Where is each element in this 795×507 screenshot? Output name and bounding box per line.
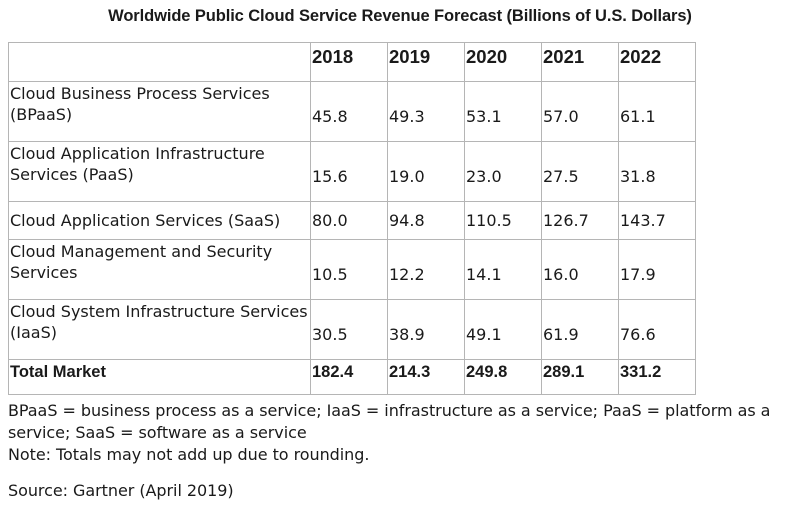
table-cell: 17.9 [618, 239, 696, 300]
table-cell: 143.7 [618, 201, 696, 240]
total-cell: 249.8 [464, 359, 542, 395]
header-cell-2021: 2021 [541, 42, 619, 82]
header-cell-label [8, 42, 311, 82]
table-row: Cloud Application Infrastructure Service… [8, 141, 696, 202]
total-cell: 331.2 [618, 359, 696, 395]
table-cell: 30.5 [310, 299, 388, 360]
table-cell: 27.5 [541, 141, 619, 202]
table-cell: 49.3 [387, 81, 465, 142]
table-row: Cloud Business Process Services (BPaaS) … [8, 81, 696, 142]
row-label-saas: Cloud Application Services (SaaS) [8, 201, 311, 240]
table-row: Cloud Management and Security Services 1… [8, 239, 696, 300]
total-cell: 289.1 [541, 359, 619, 395]
table-cell: 110.5 [464, 201, 542, 240]
table-cell: 80.0 [310, 201, 388, 240]
table-cell: 45.8 [310, 81, 388, 142]
header-row: 2018 2019 2020 2021 2022 [8, 42, 696, 82]
table-row: Cloud System Infrastructure Services (Ia… [8, 299, 696, 360]
table-cell: 14.1 [464, 239, 542, 300]
row-label-paas: Cloud Application Infrastructure Service… [8, 141, 311, 202]
table-cell: 38.9 [387, 299, 465, 360]
forecast-table: 2018 2019 2020 2021 2022 Cloud Business … [8, 42, 696, 395]
total-row: Total Market 182.4 214.3 249.8 289.1 331… [8, 359, 696, 395]
table-cell: 61.1 [618, 81, 696, 142]
table-title: Worldwide Public Cloud Service Revenue F… [108, 7, 692, 25]
source-note: Source: Gartner (April 2019) [8, 481, 234, 500]
table-cell: 19.0 [387, 141, 465, 202]
abbreviations-note: BPaaS = business process as a service; I… [8, 401, 771, 442]
header-cell-2019: 2019 [387, 42, 465, 82]
footnotes: BPaaS = business process as a service; I… [8, 400, 795, 502]
table-cell: 23.0 [464, 141, 542, 202]
table-cell: 53.1 [464, 81, 542, 142]
table-cell: 61.9 [541, 299, 619, 360]
table-cell: 76.6 [618, 299, 696, 360]
table-cell: 15.6 [310, 141, 388, 202]
total-cell: 182.4 [310, 359, 388, 395]
row-label-management-security: Cloud Management and Security Services [8, 239, 311, 300]
table-row: Cloud Application Services (SaaS) 80.0 9… [8, 201, 696, 240]
header-cell-2020: 2020 [464, 42, 542, 82]
table-cell: 16.0 [541, 239, 619, 300]
rounding-note: Note: Totals may not add up due to round… [8, 445, 370, 464]
table-cell: 10.5 [310, 239, 388, 300]
table-cell: 31.8 [618, 141, 696, 202]
row-label-iaas: Cloud System Infrastructure Services (Ia… [8, 299, 311, 360]
table-cell: 49.1 [464, 299, 542, 360]
table-cell: 126.7 [541, 201, 619, 240]
total-label: Total Market [8, 359, 311, 395]
table-cell: 57.0 [541, 81, 619, 142]
header-cell-2018: 2018 [310, 42, 388, 82]
table-cell: 12.2 [387, 239, 465, 300]
header-cell-2022: 2022 [618, 42, 696, 82]
total-cell: 214.3 [387, 359, 465, 395]
table-cell: 94.8 [387, 201, 465, 240]
row-label-bpaas: Cloud Business Process Services (BPaaS) [8, 81, 311, 142]
